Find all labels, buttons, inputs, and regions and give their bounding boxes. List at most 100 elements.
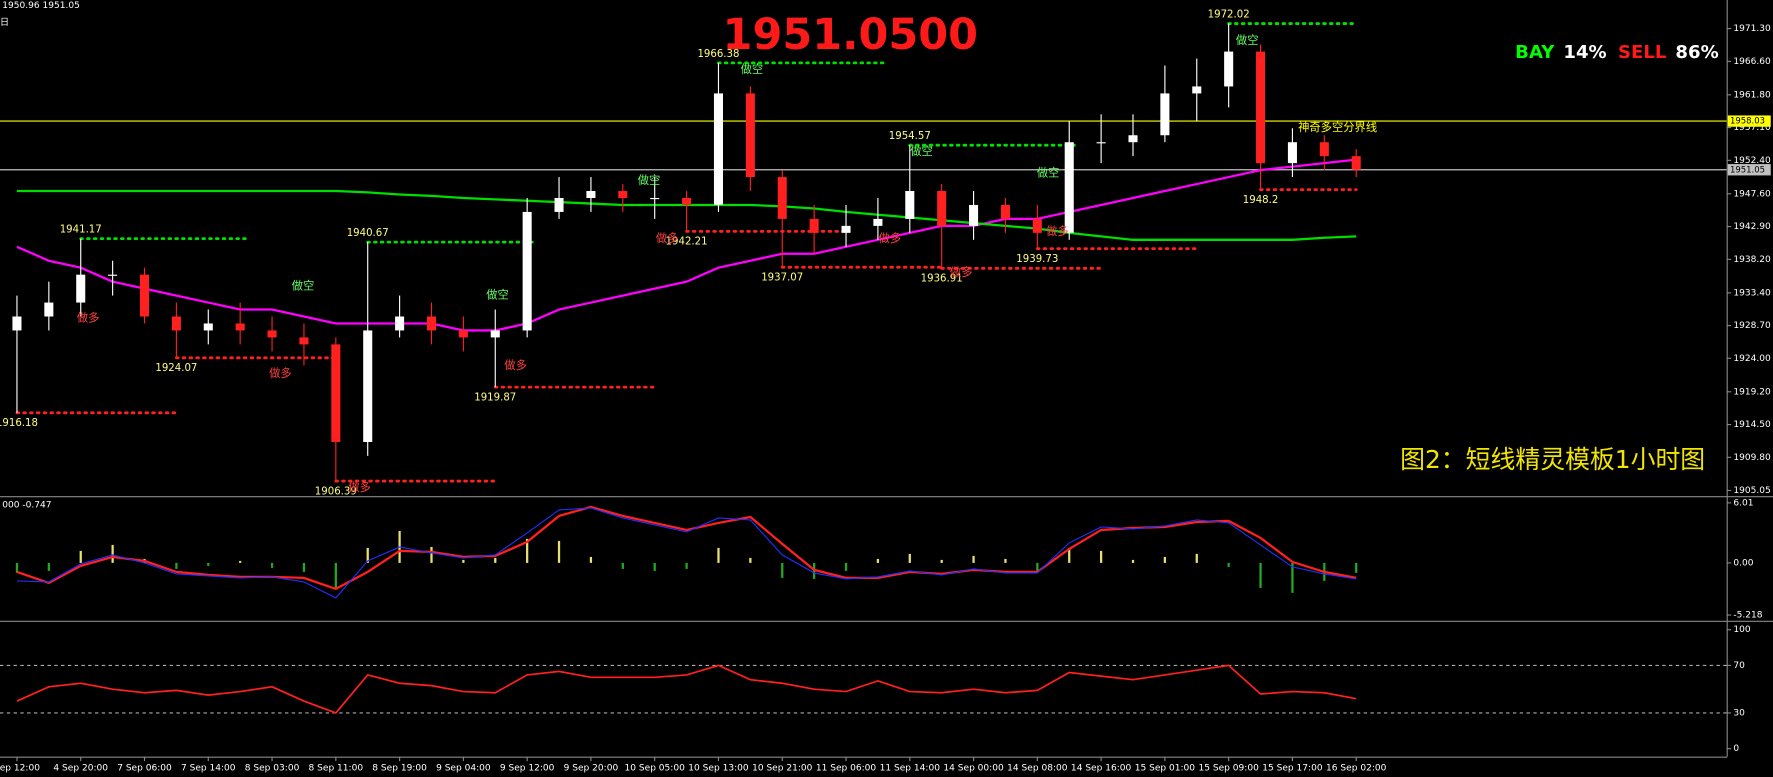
x-tick-label: 15 Sep 17:00 xyxy=(1262,763,1323,773)
candle-body xyxy=(873,218,883,226)
candle-body xyxy=(108,274,118,276)
x-tick-label: 7 Sep 14:00 xyxy=(181,763,236,773)
y-tick-label: 1961.80 xyxy=(1733,90,1771,100)
high-label: 1972.02 xyxy=(1208,9,1250,20)
candle-body xyxy=(203,323,213,331)
candle-body xyxy=(841,225,851,233)
y-tick-label: 1947.60 xyxy=(1733,189,1771,199)
caption: 图2：短线精灵模板1小时图 xyxy=(1400,445,1705,474)
low-label: 1936.91 xyxy=(921,274,963,285)
candle-body xyxy=(363,330,373,442)
x-tick-label: 11 Sep 06:00 xyxy=(816,763,877,773)
price-level-label: 1958.03 xyxy=(1730,116,1765,126)
buy-signal: 做多 xyxy=(1046,224,1069,238)
candle-body xyxy=(1128,135,1138,143)
sentiment-name: SELL xyxy=(1618,42,1667,63)
candle-body xyxy=(1351,156,1361,170)
candle-body xyxy=(267,330,277,338)
y-tick-label: 1971.30 xyxy=(1733,24,1771,34)
high-label: 1966.38 xyxy=(697,49,739,60)
low-label: 1948.2 xyxy=(1243,195,1279,206)
macd-header: 000 -0.747 xyxy=(2,501,51,511)
candle-body xyxy=(1032,218,1042,233)
y-tick-label: 1942.90 xyxy=(1733,222,1771,232)
candle-body xyxy=(809,218,819,233)
candle-body xyxy=(969,204,979,226)
y-tick-label: 1938.20 xyxy=(1733,255,1771,265)
candle-body xyxy=(44,302,54,317)
x-tick-label: 10 Sep 13:00 xyxy=(688,763,749,773)
x-tick-label: 10 Sep 05:00 xyxy=(625,763,686,773)
x-tick-label: Sep 12:00 xyxy=(0,763,40,773)
macd-line xyxy=(16,505,1357,591)
y-tick-label: 1928.70 xyxy=(1733,321,1771,331)
low-label: 1919.87 xyxy=(474,392,516,403)
y-tick-label: 0.00 xyxy=(1733,558,1753,568)
candle-body xyxy=(490,330,500,338)
candle-body xyxy=(1192,86,1202,94)
candle-body xyxy=(1160,93,1170,136)
price-level-box xyxy=(1727,115,1771,127)
candle-body xyxy=(618,191,628,198)
candle-body xyxy=(1000,204,1010,219)
price-level-box xyxy=(1727,164,1771,176)
period: 日 xyxy=(0,17,9,28)
high-label: 1954.57 xyxy=(889,131,931,142)
candle-body xyxy=(554,197,564,212)
y-tick-label: 100 xyxy=(1733,625,1750,635)
x-tick-label: 9 Sep 20:00 xyxy=(564,763,619,773)
candle-body xyxy=(235,323,245,331)
y-tick-label: 1952.40 xyxy=(1733,156,1771,166)
y-tick-label: 1905.05 xyxy=(1733,486,1770,496)
y-tick-label: 0 xyxy=(1733,744,1739,754)
y-tick-label: 1924.00 xyxy=(1733,354,1771,364)
x-tick-label: 9 Sep 12:00 xyxy=(500,763,555,773)
candle-body xyxy=(12,316,22,331)
y-tick-label: 1957.10 xyxy=(1733,123,1771,133)
candle-body xyxy=(139,274,150,317)
y-tick-label: 1919.20 xyxy=(1733,387,1771,397)
candle-body xyxy=(1319,142,1329,157)
divider-label: 神奇多空分界线 xyxy=(1298,120,1377,134)
y-tick-label: 30 xyxy=(1733,708,1745,718)
candle-body xyxy=(1096,142,1106,144)
x-tick-label: 14 Sep 00:00 xyxy=(943,763,1004,773)
sentiment-value: 86% xyxy=(1675,42,1718,63)
sell-signal: 做空 xyxy=(741,62,764,76)
buy-signal: 做多 xyxy=(348,480,371,494)
x-tick-label: 4 Sep 20:00 xyxy=(53,763,108,773)
low-label: 1937.07 xyxy=(761,272,803,283)
x-tick-label: 15 Sep 01:00 xyxy=(1135,763,1196,773)
x-tick-label: 14 Sep 16:00 xyxy=(1071,763,1132,773)
low-label: 1939.73 xyxy=(1016,254,1058,265)
candle-body xyxy=(331,344,341,442)
x-tick-label: 9 Sep 04:00 xyxy=(436,763,491,773)
candle-body xyxy=(299,337,309,345)
buy-signal: 做多 xyxy=(269,366,292,380)
sentiment-value: 14% xyxy=(1563,42,1606,63)
y-tick-label: 70 xyxy=(1733,661,1745,671)
sell-signal: 做空 xyxy=(1037,165,1060,179)
candle-body xyxy=(745,93,755,178)
y-tick-label: 1914.50 xyxy=(1733,420,1771,430)
buy-signal: 做多 xyxy=(656,231,679,245)
x-tick-label: 11 Sep 14:00 xyxy=(880,763,941,773)
x-tick-label: 8 Sep 03:00 xyxy=(245,763,300,773)
x-tick-label: 10 Sep 21:00 xyxy=(752,763,813,773)
y-tick-label: -5.218 xyxy=(1733,611,1762,621)
high-label: 1941.17 xyxy=(60,225,102,236)
candle-body xyxy=(937,191,947,226)
candle-body xyxy=(905,191,915,219)
candle-body xyxy=(458,330,468,338)
x-tick-label: 16 Sep 02:00 xyxy=(1326,763,1387,773)
low-label: 1942.21 xyxy=(666,237,708,248)
x-tick-label: 8 Sep 11:00 xyxy=(309,763,364,773)
candle-body xyxy=(426,316,437,331)
low-label: 1916.18 xyxy=(0,418,38,429)
x-tick-label: 14 Sep 08:00 xyxy=(1007,763,1068,773)
candle-body xyxy=(586,191,596,198)
low-label: 1906.39 xyxy=(315,486,357,497)
y-tick-label: 1909.80 xyxy=(1733,453,1771,463)
candle-body xyxy=(777,177,787,219)
